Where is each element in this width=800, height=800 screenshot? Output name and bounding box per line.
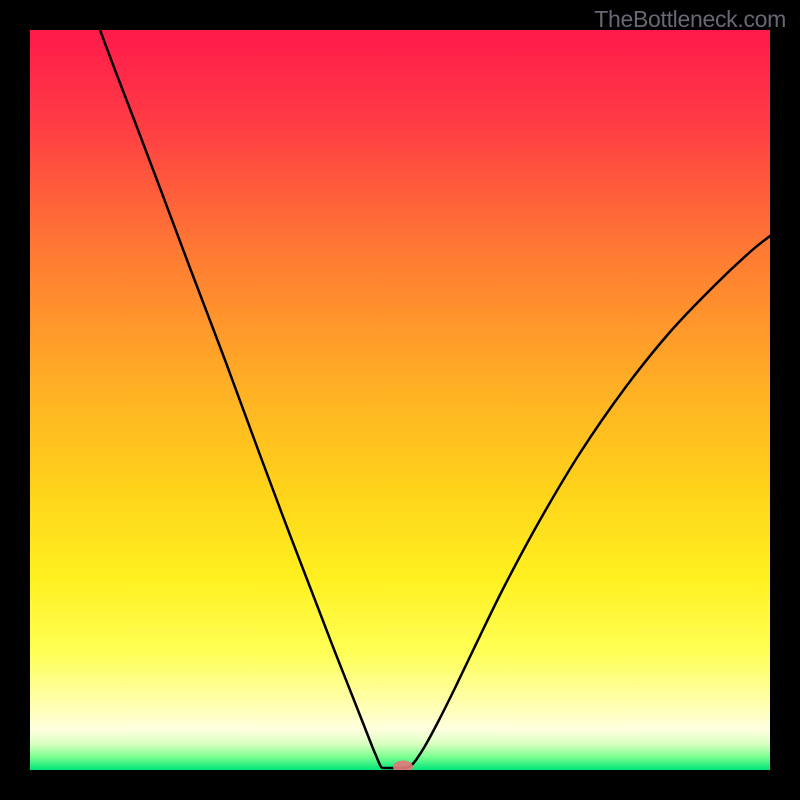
bottleneck-curve <box>30 30 770 770</box>
chart-container: TheBottleneck.com <box>0 0 800 800</box>
plot-area <box>30 30 770 770</box>
watermark-text: TheBottleneck.com <box>594 6 786 33</box>
optimal-marker <box>393 761 413 771</box>
